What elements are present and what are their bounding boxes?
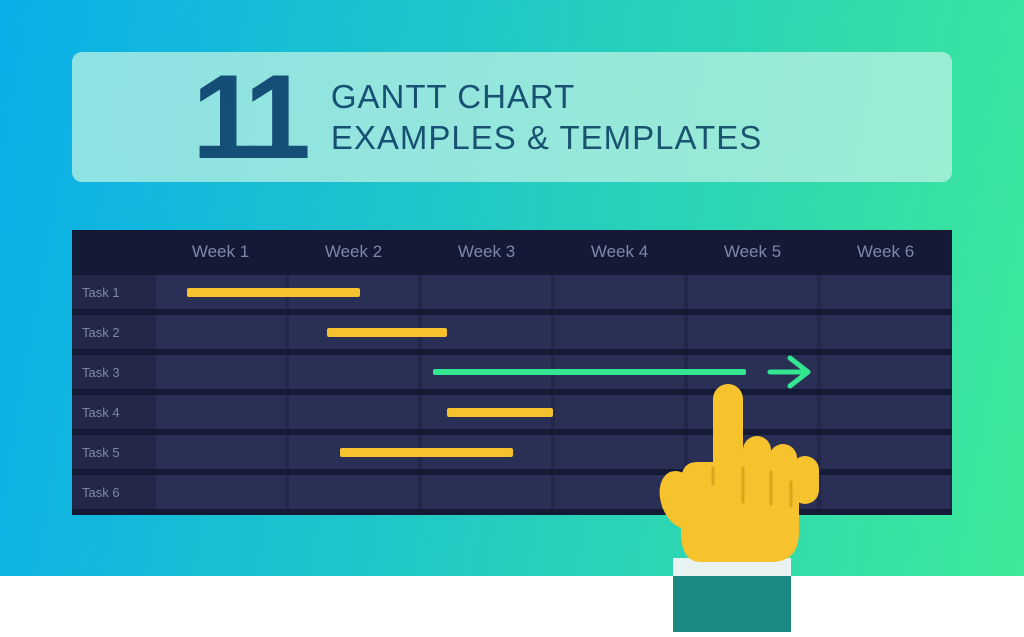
gantt-bar <box>187 288 360 297</box>
gantt-cell <box>289 395 418 429</box>
gantt-cell <box>422 275 551 309</box>
gantt-cell <box>821 275 950 309</box>
gantt-column-header: Week 3 <box>420 242 553 262</box>
gantt-row-label: Task 3 <box>72 355 154 389</box>
gantt-cell <box>156 395 285 429</box>
gantt-row-label: Task 4 <box>72 395 154 429</box>
gantt-column-header: Week 2 <box>287 242 420 262</box>
gantt-cell <box>289 475 418 509</box>
gantt-row-label: Task 5 <box>72 435 154 469</box>
gantt-cell <box>821 315 950 349</box>
gantt-cell <box>156 315 285 349</box>
title-line-1: GANTT CHART <box>331 76 762 117</box>
title-text: GANTT CHART EXAMPLES & TEMPLATES <box>331 76 762 159</box>
gantt-cell <box>821 435 950 469</box>
gantt-cell <box>821 475 950 509</box>
pointing-hand-icon <box>631 372 821 632</box>
gantt-cell <box>156 435 285 469</box>
gantt-cell <box>555 315 684 349</box>
gantt-cell <box>156 355 285 389</box>
gantt-column-header: Week 6 <box>819 242 952 262</box>
gantt-cell <box>156 475 285 509</box>
gantt-cell <box>688 315 817 349</box>
gantt-bar <box>447 408 553 417</box>
gantt-bar <box>340 448 513 457</box>
gantt-row-label: Task 2 <box>72 315 154 349</box>
gantt-column-header: Week 1 <box>154 242 287 262</box>
gantt-cell <box>555 275 684 309</box>
title-line-2: EXAMPLES & TEMPLATES <box>331 117 762 158</box>
title-number: 11 <box>192 57 303 177</box>
gantt-column-header: Week 4 <box>553 242 686 262</box>
gantt-cell <box>821 355 950 389</box>
gantt-column-header: Week 5 <box>686 242 819 262</box>
gantt-row-label: Task 6 <box>72 475 154 509</box>
gantt-cell <box>688 275 817 309</box>
title-panel: 11 GANTT CHART EXAMPLES & TEMPLATES <box>72 52 952 182</box>
gantt-row-label: Task 1 <box>72 275 154 309</box>
gantt-cell <box>289 355 418 389</box>
gantt-cell <box>422 475 551 509</box>
gantt-bar <box>327 328 447 337</box>
gantt-cell <box>821 395 950 429</box>
